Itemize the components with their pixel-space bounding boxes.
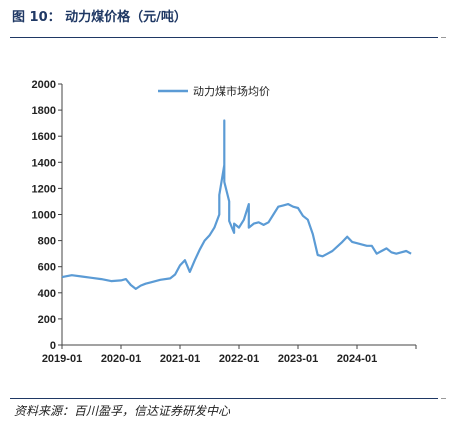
y-tick-label: 2000 (32, 79, 56, 91)
y-tick-label: 1000 (32, 210, 56, 222)
y-tick-label: 800 (38, 236, 56, 248)
legend-label: 动力煤市场均价 (193, 84, 270, 98)
y-tick-label: 0 (50, 340, 56, 352)
x-tick-label: 2020-01 (101, 353, 141, 365)
y-tick-label: 1200 (32, 183, 56, 195)
source-note: 资料来源：百川盈孚，信达证券研发中心 (14, 404, 231, 418)
top-dash (441, 37, 446, 38)
y-tick-label: 400 (38, 288, 56, 300)
bottom-rule (10, 398, 438, 399)
x-tick-label: 2022-01 (219, 353, 259, 365)
x-tick-label: 2024-01 (337, 353, 377, 365)
top-rule (10, 37, 438, 38)
figure-title: 图 10： 动力煤价格（元/吨） (12, 10, 187, 25)
bottom-dash (441, 398, 446, 399)
x-tick-label: 2021-01 (160, 353, 200, 365)
y-tick-label: 1800 (32, 105, 56, 117)
y-tick-label: 200 (38, 314, 56, 326)
y-tick-label: 1400 (32, 157, 56, 169)
y-tick-label: 600 (38, 262, 56, 274)
x-tick-label: 2019-01 (42, 353, 82, 365)
y-tick-label: 1600 (32, 131, 56, 143)
price-line-chart: 0 200 400 600 800 1000 1200 1400 1600 1800 2000 201… (32, 79, 417, 365)
x-tick-label: 2023-01 (278, 353, 318, 365)
series-line-0 (61, 119, 412, 290)
